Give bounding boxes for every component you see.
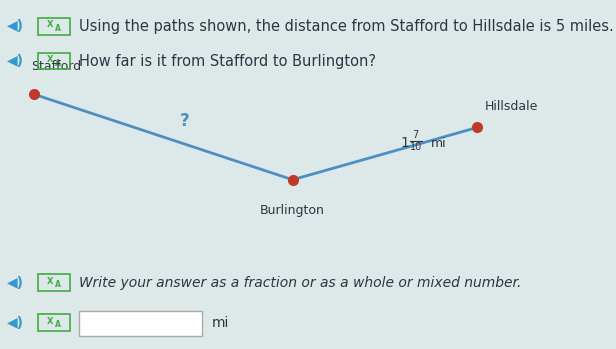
Text: mi: mi [211, 316, 229, 330]
Text: Using the paths shown, the distance from Stafford to Hillsdale is 5 miles.: Using the paths shown, the distance from… [79, 19, 614, 34]
Text: ?: ? [180, 112, 190, 130]
Text: X: X [47, 55, 53, 64]
Text: Hillsdale: Hillsdale [485, 101, 538, 113]
Text: X: X [47, 317, 53, 326]
Text: mi: mi [431, 136, 446, 150]
FancyBboxPatch shape [79, 311, 202, 336]
Text: A: A [55, 280, 61, 289]
Text: ◀): ◀) [7, 276, 25, 290]
Text: Stafford: Stafford [31, 60, 81, 73]
Text: A: A [55, 59, 61, 68]
Text: A: A [55, 24, 61, 33]
Text: X: X [47, 20, 53, 29]
Text: How far is it from Stafford to Burlington?: How far is it from Stafford to Burlingto… [79, 54, 376, 68]
Text: 7: 7 [413, 131, 419, 140]
Text: 1: 1 [401, 136, 410, 150]
Text: 10: 10 [410, 142, 422, 152]
Text: ◀): ◀) [7, 54, 25, 68]
Text: X: X [47, 277, 53, 286]
Text: ◀): ◀) [7, 316, 25, 330]
Text: A: A [55, 320, 61, 329]
Text: Burlington: Burlington [260, 204, 325, 217]
Text: ◀): ◀) [7, 19, 25, 33]
Text: Write your answer as a fraction or as a whole or mixed number.: Write your answer as a fraction or as a … [79, 276, 521, 290]
